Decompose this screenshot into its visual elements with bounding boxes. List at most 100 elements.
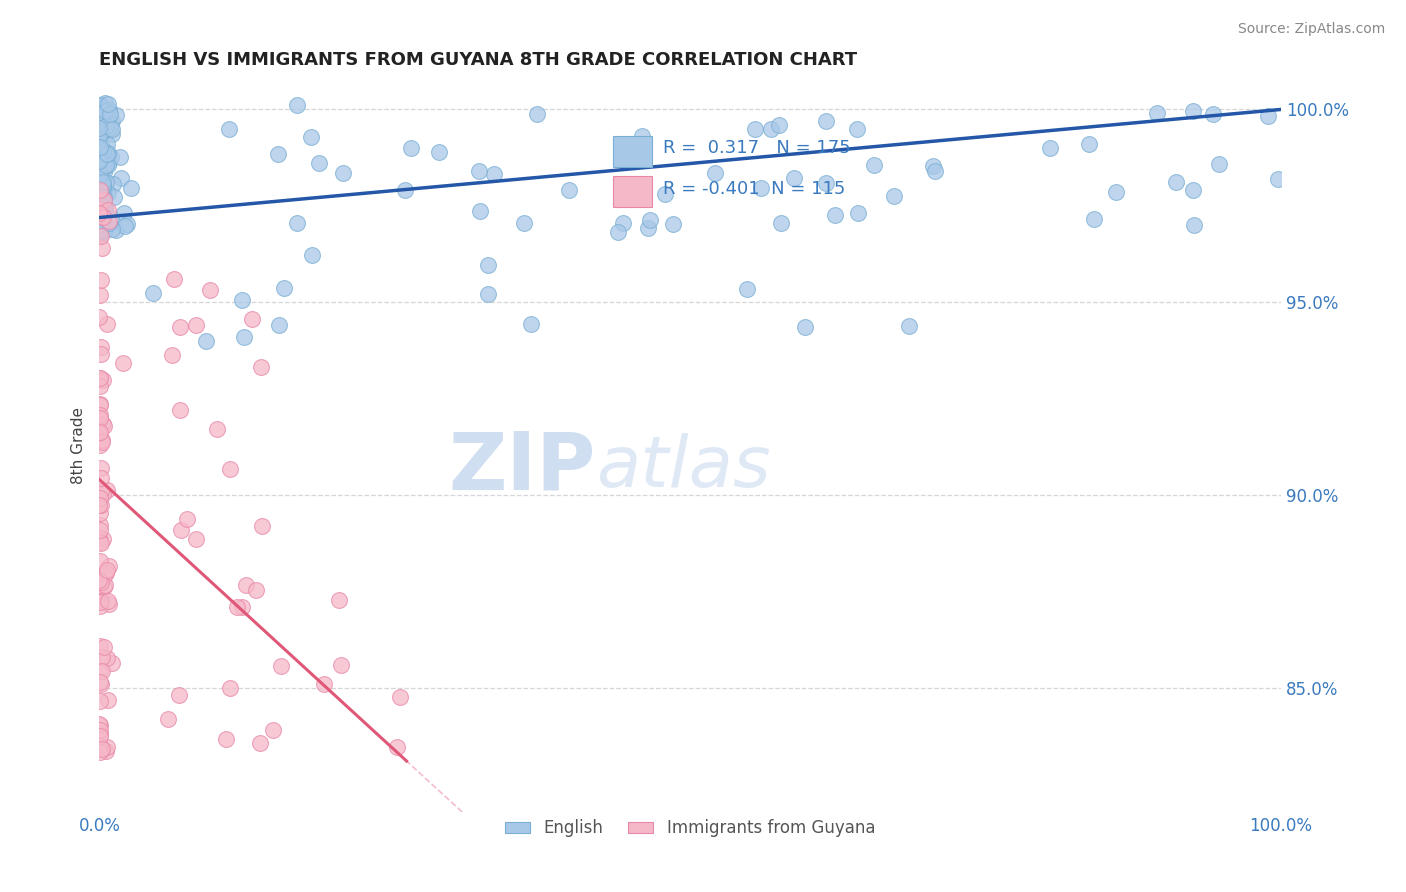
- Point: [330, 658, 353, 673]
- Point: [90, 498, 112, 512]
- Point: [90, 226, 112, 240]
- Point: [93, 153, 115, 167]
- Point: [90, 125, 112, 139]
- Point: [91, 111, 114, 125]
- Point: [94, 175, 117, 189]
- Point: [89, 205, 111, 219]
- Point: [89, 156, 111, 170]
- Point: [89, 506, 111, 520]
- Point: [89, 531, 111, 545]
- Text: ENGLISH VS IMMIGRANTS FROM GUYANA 8TH GRADE CORRELATION CHART: ENGLISH VS IMMIGRANTS FROM GUYANA 8TH GR…: [100, 51, 858, 69]
- Point: [163, 272, 186, 286]
- Point: [108, 150, 131, 164]
- Point: [91, 181, 114, 195]
- Point: [231, 293, 253, 307]
- Point: [91, 417, 114, 431]
- Point: [637, 220, 659, 235]
- Point: [91, 178, 114, 193]
- Point: [1164, 175, 1187, 189]
- Point: [115, 217, 138, 231]
- Point: [270, 659, 292, 673]
- Point: [176, 511, 198, 525]
- Point: [167, 688, 190, 702]
- Point: [98, 107, 121, 121]
- Point: [526, 107, 548, 121]
- Point: [235, 578, 257, 592]
- Point: [90, 223, 112, 237]
- Point: [1105, 185, 1128, 199]
- Point: [91, 142, 114, 156]
- Point: [93, 224, 115, 238]
- Point: [654, 187, 676, 202]
- Point: [250, 360, 273, 375]
- Point: [89, 167, 111, 181]
- Point: [89, 437, 111, 451]
- Point: [194, 334, 217, 348]
- Point: [273, 281, 295, 295]
- Point: [96, 317, 118, 331]
- Point: [90, 203, 112, 218]
- Point: [93, 199, 115, 213]
- Point: [100, 211, 122, 226]
- Point: [205, 422, 228, 436]
- Point: [89, 131, 111, 145]
- Point: [89, 202, 111, 217]
- Point: [89, 425, 111, 439]
- Point: [883, 188, 905, 202]
- Point: [104, 223, 127, 237]
- Point: [97, 594, 120, 608]
- Point: [91, 487, 114, 501]
- Point: [89, 523, 111, 537]
- Point: [90, 186, 112, 200]
- Point: [100, 150, 122, 164]
- Point: [607, 225, 630, 239]
- Point: [89, 491, 111, 506]
- Point: [703, 166, 725, 180]
- Point: [89, 145, 111, 160]
- Point: [94, 199, 117, 213]
- Point: [219, 681, 242, 695]
- Point: [1182, 218, 1205, 232]
- Point: [744, 122, 766, 136]
- Point: [250, 518, 273, 533]
- Point: [90, 594, 112, 608]
- Point: [385, 739, 408, 754]
- Point: [89, 148, 111, 162]
- Point: [160, 348, 183, 362]
- Point: [301, 248, 323, 262]
- Point: [89, 583, 111, 598]
- Point: [103, 177, 125, 191]
- Point: [399, 141, 422, 155]
- Point: [89, 197, 111, 211]
- Point: [101, 122, 124, 136]
- Point: [91, 532, 114, 546]
- Point: [1257, 110, 1279, 124]
- Point: [93, 640, 115, 655]
- Point: [96, 121, 118, 136]
- Point: [91, 112, 114, 126]
- Text: Source: ZipAtlas.com: Source: ZipAtlas.com: [1237, 22, 1385, 37]
- Point: [93, 189, 115, 203]
- Point: [93, 193, 115, 207]
- Point: [112, 356, 135, 370]
- Point: [98, 121, 121, 136]
- Point: [89, 595, 111, 609]
- Point: [862, 158, 884, 172]
- Point: [1267, 171, 1289, 186]
- Point: [89, 371, 111, 385]
- Point: [89, 379, 111, 393]
- Point: [91, 210, 114, 224]
- Point: [89, 167, 111, 181]
- Point: [233, 330, 256, 344]
- Point: [89, 175, 111, 189]
- Point: [91, 212, 114, 227]
- Point: [1208, 157, 1230, 171]
- Point: [91, 117, 114, 131]
- Point: [97, 558, 120, 573]
- Point: [89, 412, 111, 426]
- Point: [169, 320, 191, 334]
- Point: [477, 258, 499, 272]
- Point: [89, 694, 111, 708]
- Point: [90, 120, 112, 135]
- Point: [94, 96, 117, 111]
